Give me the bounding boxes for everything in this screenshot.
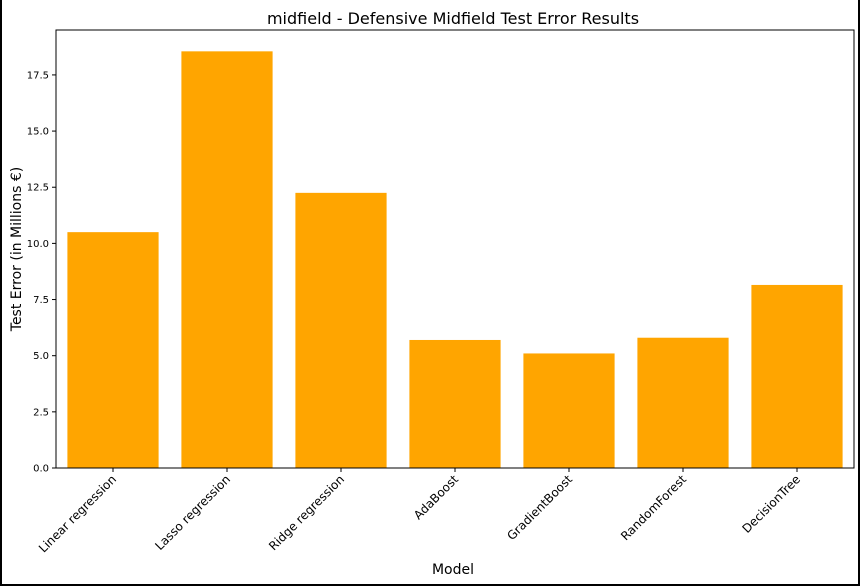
- x-tick-label: Lasso regression: [152, 472, 233, 553]
- bar-gradientboost: [523, 353, 615, 468]
- bar-ridge-regression: [295, 192, 387, 468]
- y-tick-label: 10.0: [27, 239, 49, 250]
- y-tick-label: 0.0: [33, 464, 49, 475]
- plot-frame: [55, 29, 855, 469]
- bar-lasso-regression: [181, 51, 273, 468]
- x-tick-label: Ridge regression: [266, 472, 347, 553]
- y-tick-label: 7.5: [33, 295, 49, 306]
- bar-adaboost: [409, 339, 501, 468]
- x-tick-label: DecisionTree: [739, 472, 803, 536]
- y-tick-label: 2.5: [33, 407, 49, 418]
- chart-title: midfield - Defensive Midfield Test Error…: [267, 9, 639, 28]
- x-tick-label: Linear regression: [36, 472, 119, 555]
- x-tick-label: AdaBoost: [411, 472, 461, 522]
- bars-group: [67, 51, 843, 468]
- y-tick-label: 12.5: [27, 183, 49, 194]
- bar-linear-regression: [67, 232, 159, 468]
- y-axis: 0.0 2.5 5.0 7.5 10.0 12.5 15.0 17.5: [27, 70, 56, 475]
- y-tick-label: 17.5: [27, 70, 49, 81]
- bar-decisiontree: [751, 284, 843, 468]
- x-axis-title: Model: [432, 562, 474, 578]
- bar-randomforest: [637, 337, 729, 468]
- y-axis-title: Test Error (in Millions €): [9, 167, 25, 332]
- x-tick-label: RandomForest: [618, 472, 689, 543]
- x-axis: Linear regression Lasso regression Ridge r…: [36, 468, 803, 555]
- y-tick-label: 5.0: [33, 351, 49, 362]
- y-tick-label: 15.0: [27, 127, 49, 138]
- x-tick-label: GradientBoost: [504, 472, 575, 543]
